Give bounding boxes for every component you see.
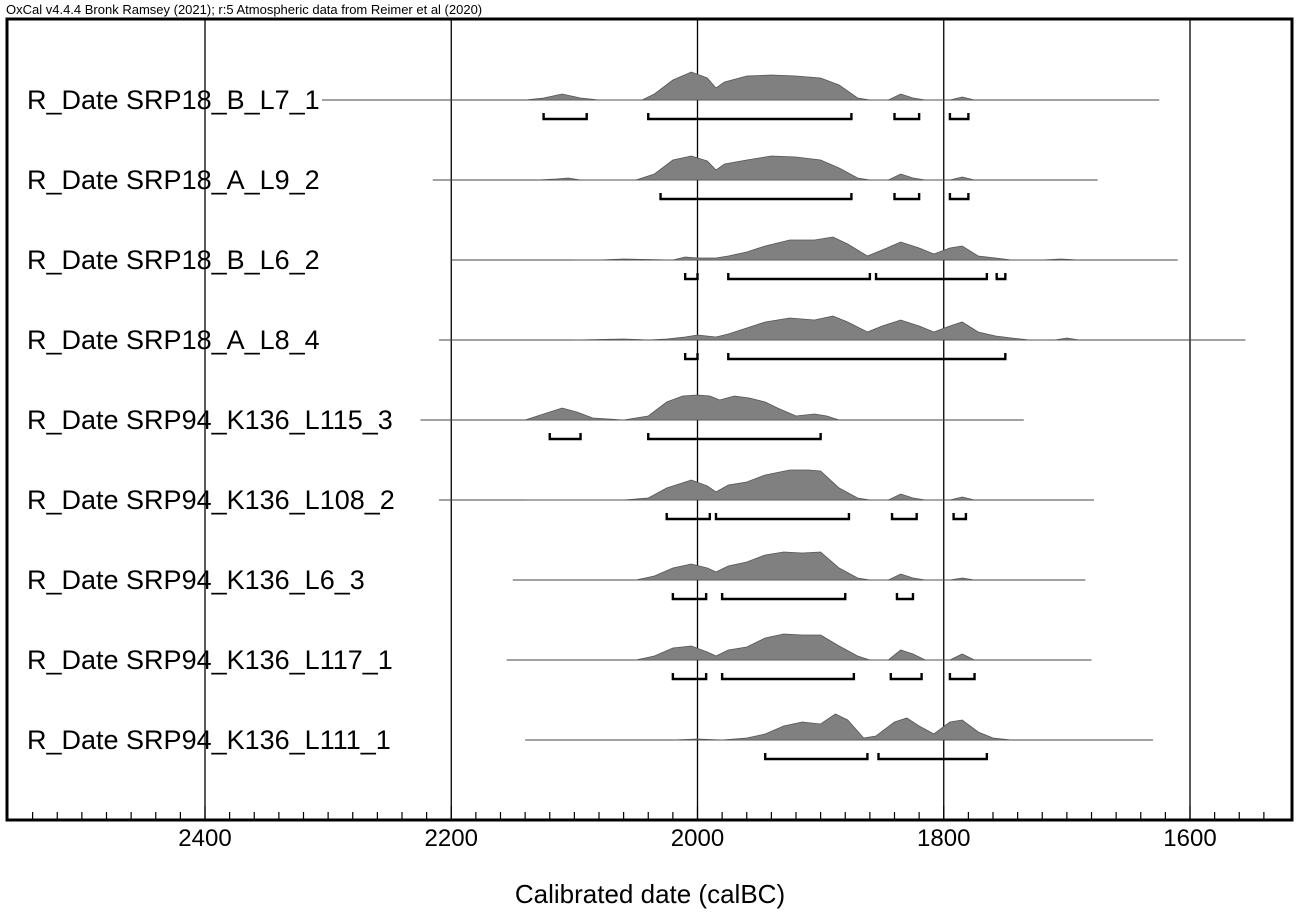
density-area xyxy=(672,713,1012,741)
hpd-range-bracket xyxy=(665,513,712,521)
hpd-range-bracket xyxy=(714,513,851,521)
series-label: R_Date SRP18_A_L8_4 xyxy=(27,325,320,355)
hpd-range-bracket xyxy=(948,193,970,201)
series-label: R_Date SRP94_K136_L111_1 xyxy=(27,725,391,755)
density-area xyxy=(635,551,975,581)
series-row: R_Date SRP94_K136_L108_2 xyxy=(27,469,1094,521)
density-area xyxy=(524,394,840,421)
hpd-range-bracket xyxy=(647,433,822,441)
series-label: R_Date SRP94_K136_L117_1 xyxy=(27,645,393,675)
density-area xyxy=(525,71,975,101)
series-row: R_Date SRP18_B_L7_1 xyxy=(27,71,1160,121)
density-area xyxy=(635,633,975,661)
series-row: R_Date SRP94_K136_L6_3 xyxy=(27,551,1086,601)
x-axis-title: Calibrated date (calBC) xyxy=(515,879,785,909)
series-row: R_Date SRP18_A_L9_2 xyxy=(27,155,1098,201)
hpd-range-bracket xyxy=(895,593,915,601)
hpd-range-bracket xyxy=(764,753,869,761)
density-area xyxy=(574,315,1080,341)
density-area xyxy=(525,469,975,501)
series-label: R_Date SRP94_K136_L6_3 xyxy=(27,565,365,595)
hpd-range-bracket xyxy=(671,673,708,681)
hpd-range-bracket xyxy=(952,513,968,521)
x-tick-label-2200: 2200 xyxy=(425,825,478,852)
series-label: R_Date SRP94_K136_L108_2 xyxy=(27,485,395,515)
hpd-range-bracket xyxy=(727,273,872,281)
series-label: R_Date SRP94_K136_L115_3 xyxy=(27,405,393,435)
hpd-range-bracket xyxy=(995,273,1007,281)
hpd-range-bracket xyxy=(542,113,588,121)
series-label: R_Date SRP18_B_L7_1 xyxy=(27,85,320,115)
x-tick-label-2400: 2400 xyxy=(178,825,231,852)
hpd-range-bracket xyxy=(720,673,856,681)
series-label: R_Date SRP18_A_L9_2 xyxy=(27,165,320,195)
hpd-range-bracket xyxy=(893,193,921,201)
hpd-range-bracket xyxy=(948,673,976,681)
series-row: R_Date SRP94_K136_L111_1 xyxy=(27,713,1154,761)
density-area xyxy=(537,155,975,181)
hpd-range-bracket xyxy=(671,593,708,601)
x-tick-label-1800: 1800 xyxy=(917,825,970,852)
hpd-range-bracket xyxy=(548,433,582,441)
hpd-range-bracket xyxy=(948,113,970,121)
hpd-range-bracket xyxy=(890,513,918,521)
hpd-range-bracket xyxy=(877,753,989,761)
series-row: R_Date SRP94_K136_L117_1 xyxy=(27,633,1092,681)
x-tick-label-1600: 1600 xyxy=(1163,825,1216,852)
series-label: R_Date SRP18_B_L6_2 xyxy=(27,245,320,275)
hpd-range-bracket xyxy=(889,673,923,681)
series-row: R_Date SRP94_K136_L115_3 xyxy=(27,394,1024,441)
x-tick-label-2000: 2000 xyxy=(671,825,724,852)
series-row: R_Date SRP18_B_L6_2 xyxy=(27,236,1178,281)
hpd-range-bracket xyxy=(720,593,847,601)
hpd-range-bracket xyxy=(727,353,1007,361)
density-area xyxy=(574,236,1080,261)
oxcal-version-header: OxCal v4.4.4 Bronk Ramsey (2021); r:5 At… xyxy=(6,2,483,17)
hpd-range-bracket xyxy=(683,353,699,361)
plot-frame xyxy=(5,17,1294,822)
hpd-range-bracket xyxy=(683,273,699,281)
series-row: R_Date SRP18_A_L8_4 xyxy=(27,315,1246,361)
hpd-range-bracket xyxy=(647,113,853,121)
hpd-range-bracket xyxy=(893,113,921,121)
hpd-range-bracket xyxy=(874,273,989,281)
hpd-range-bracket xyxy=(659,193,853,201)
